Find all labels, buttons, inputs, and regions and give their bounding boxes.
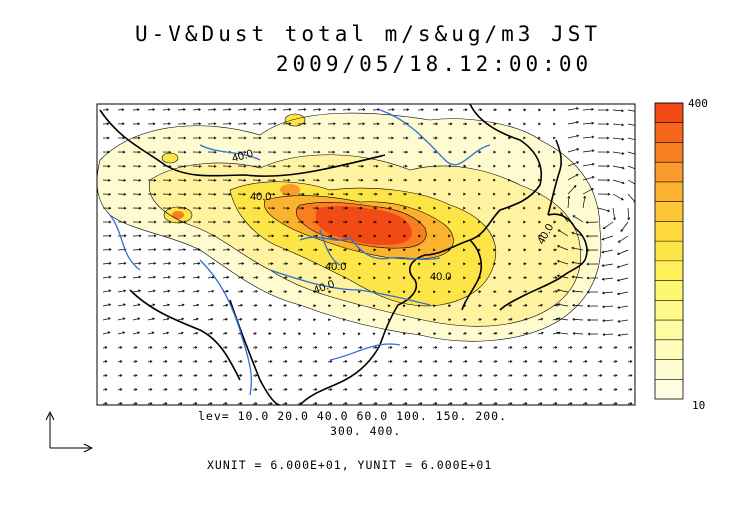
contour-levels-line1: lev= 10.0 20.0 40.0 60.0 100. 150. 200. <box>198 409 508 423</box>
colorbar-swatch <box>655 162 683 183</box>
contour-label: 40.0 <box>430 271 451 283</box>
map-title: U-V&Dust total m/s&ug/m3 JST <box>134 22 601 46</box>
map-plot-area <box>97 104 635 405</box>
colorbar-swatch <box>655 379 683 400</box>
contour-label: 40.0 <box>250 191 271 203</box>
contour-lines <box>97 112 602 342</box>
contour-levels-line2: 300. 400. <box>330 424 402 438</box>
colorbar-swatch <box>655 122 683 143</box>
contour-label: 40.0 <box>325 261 346 273</box>
colorbar-swatch <box>655 320 683 341</box>
colorbar-swatch <box>655 181 683 202</box>
rivers <box>109 109 491 396</box>
vector-unit-text: XUNIT = 6.000E+01, YUNIT = 6.000E+01 <box>207 458 493 472</box>
color-scale-bar <box>654 102 684 400</box>
colorbar-swatch <box>655 260 683 281</box>
colorbar-swatch <box>655 241 683 262</box>
colorbar-swatch <box>655 142 683 163</box>
map-frame <box>96 103 636 406</box>
contour-label: 40.0 <box>231 148 255 165</box>
colorbar-min-label: 10 <box>692 399 706 412</box>
colorbar-swatch <box>655 359 683 380</box>
colorbar-swatch <box>655 300 683 321</box>
colorbar-swatch <box>655 201 683 222</box>
reference-vector-icon <box>45 410 94 453</box>
colorbar-swatch <box>655 280 683 301</box>
colorbar-swatch <box>655 221 683 242</box>
map-timestamp: 2009/05/18.12:00:00 <box>275 52 593 76</box>
colorbar-swatch <box>655 103 683 124</box>
colorbar-swatch <box>655 339 683 360</box>
colorbar-max-label: 400 <box>688 97 708 110</box>
